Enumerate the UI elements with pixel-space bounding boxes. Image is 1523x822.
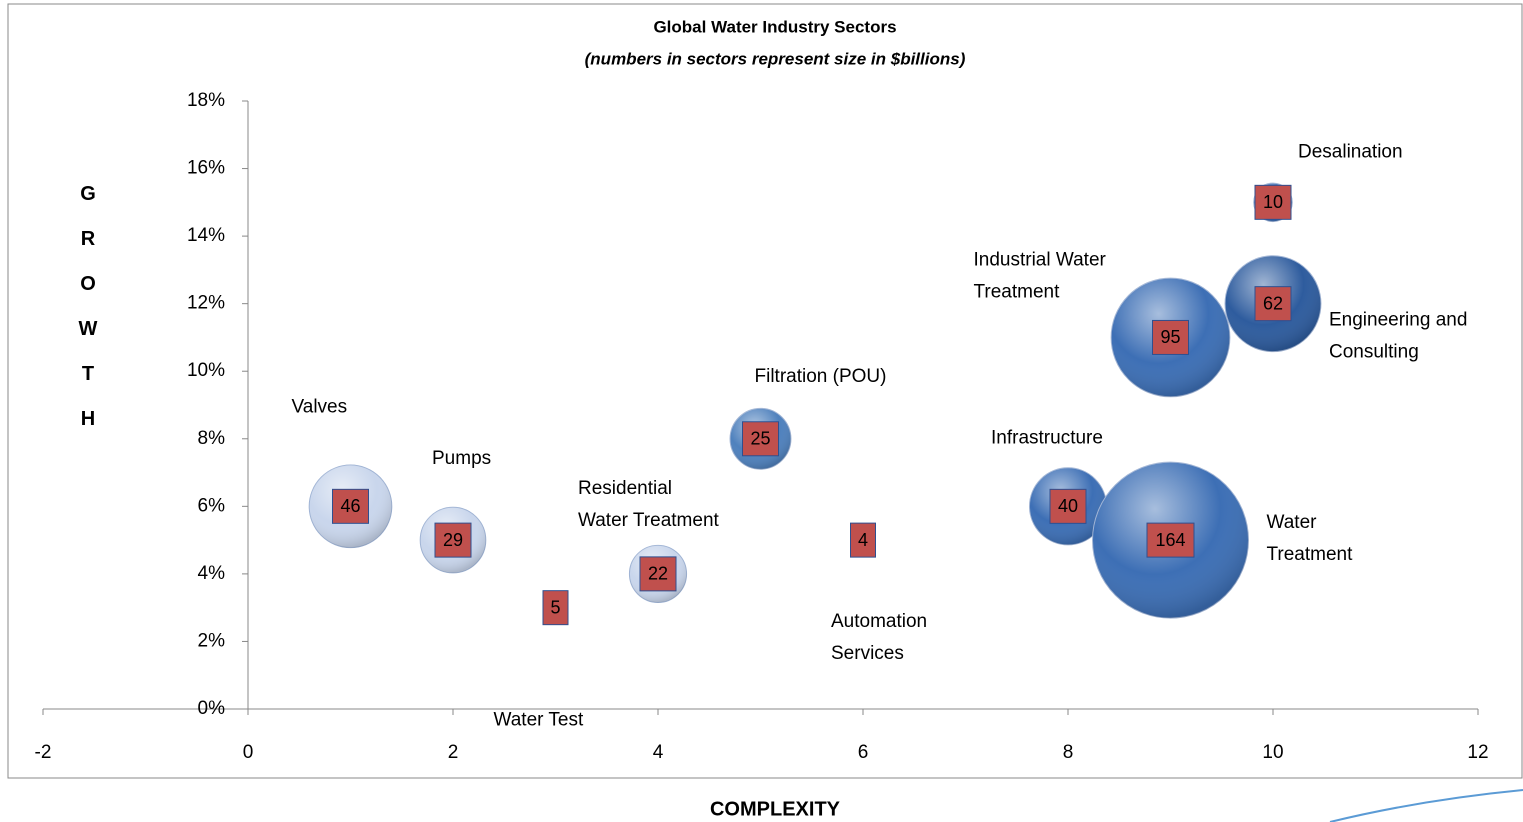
point-name: Valves [292,396,348,417]
point-name: Automation Services [831,611,927,664]
y-tick-label: 10% [187,360,225,381]
point-name: Engineering and Consulting [1329,310,1467,363]
value-label: 29 [443,530,463,550]
x-tick-label: 0 [243,742,254,763]
y-tick-label: 6% [198,495,226,516]
bubble-group: 95 Industrial Water Treatment [974,249,1231,398]
point-name: Water Test [494,710,584,731]
value-box [742,421,779,457]
x-tick-label: 8 [1063,742,1074,763]
value-box [542,590,569,626]
bubble-group: 62 Engineering and Consulting [1224,255,1467,363]
x-axis-label: COMPLEXITY [710,798,841,820]
y-tick-label: 16% [187,158,225,179]
value-box [332,488,369,524]
point-name: Desalination [1298,141,1403,162]
value-box [1152,319,1189,355]
value-label: 46 [340,496,360,516]
x-tick-label: 2 [448,742,459,763]
chart-title: Global Water Industry Sectors [653,17,896,36]
value-label: 40 [1058,496,1078,516]
point-name: Residential Water Treatment [578,478,720,531]
y-tick-label: 4% [198,563,226,584]
value-box [1254,286,1292,322]
y-tick-label: 12% [187,293,225,314]
value-label: 62 [1263,293,1283,313]
value-box [1254,184,1292,220]
chart-frame [7,3,1523,779]
point-name: Pumps [432,448,491,469]
value-box [850,522,876,558]
value-label: 164 [1155,530,1185,550]
x-tick-label: -2 [35,742,52,763]
value-label: 95 [1160,327,1180,347]
value-box [639,556,677,592]
value-label: 4 [858,530,868,550]
point-name: Infrastructure [991,427,1103,448]
y-tick-label: 18% [187,90,225,111]
value-box [434,522,472,558]
y-tick-label: 2% [198,630,226,651]
bubble-group: 164 Water Treatment [1092,461,1354,619]
chart-subtitle: (numbers in sectors represent size in $b… [585,49,966,68]
value-label: 25 [750,429,770,449]
x-tick-label: 6 [858,742,869,763]
value-label: 5 [550,597,560,617]
y-tick-label: 0% [198,698,226,719]
y-tick-label: 8% [198,428,226,449]
bubble-group: 29 Pumps [419,448,491,574]
bubble-group: 25 Filtration (POU) [729,366,887,470]
x-tick-label: 4 [653,742,664,763]
point-name: Water Treatment [1267,512,1354,565]
x-tick-label: 10 [1262,742,1283,763]
bubble-group: 4 Automation Services [831,522,927,664]
y-tick-label: 14% [187,225,225,246]
point-name: Industrial Water Treatment [974,249,1107,302]
bubble-group: 5 Water Test [494,590,584,731]
decor-swoosh [1329,789,1523,822]
bubble-group: 22 Residential Water Treatment [578,478,720,603]
value-label: 10 [1263,192,1283,212]
bubble-group: 40 Infrastructure [991,427,1108,546]
point-name: Filtration (POU) [755,366,887,387]
bubble-group: 10 Desalination [1253,141,1403,223]
value-box [1146,522,1195,558]
value-label: 22 [648,564,668,584]
bubble-group: 46 Valves [292,396,393,549]
x-tick-label: 12 [1467,742,1488,763]
value-box [1049,488,1087,524]
